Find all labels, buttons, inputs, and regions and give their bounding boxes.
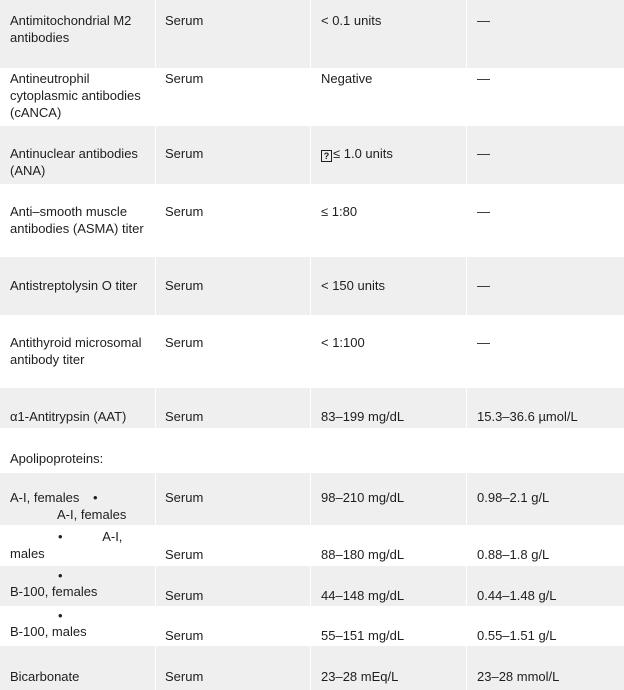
bullet: • xyxy=(58,608,63,623)
table-row: Antistreptolysin O titer Serum < 150 uni… xyxy=(0,257,624,315)
table-row: Apolipoproteins: xyxy=(0,428,624,473)
si-value: — xyxy=(477,71,490,86)
test-name: Antinuclear antibodies (ANA) xyxy=(10,146,138,178)
conventional-value: < 1:100 xyxy=(321,335,365,350)
specimen: Serum xyxy=(165,146,204,161)
specimen: Serum xyxy=(165,204,204,219)
specimen: Serum xyxy=(165,490,204,505)
test-name: A-I, females • A-I, females xyxy=(10,490,127,522)
test-name: Anti–smooth muscle antibodies (ASMA) tit… xyxy=(10,204,144,236)
table-row: α1-Antitrypsin (AAT) Serum 83–199 mg/dL … xyxy=(0,388,624,428)
conventional-value: < 0.1 units xyxy=(321,13,382,28)
specimen: Serum xyxy=(165,278,204,293)
test-name: Antistreptolysin O titer xyxy=(10,278,138,293)
table-row: Antineutrophil cytoplasmic antibodies (c… xyxy=(0,68,624,126)
conventional-value: 55–151 mg/dL xyxy=(321,628,405,643)
si-value: 23–28 mmol/L xyxy=(477,669,560,684)
test-name: Antimitochondrial M2 antibodies xyxy=(10,13,132,45)
conventional-value: 88–180 mg/dL xyxy=(321,547,405,562)
column-divider xyxy=(466,0,467,690)
specimen: Serum xyxy=(165,588,204,603)
si-value: 0.55–1.51 g/L xyxy=(477,628,557,643)
conventional-value: 23–28 mEq/L xyxy=(321,669,399,684)
bullet: • xyxy=(92,490,98,505)
test-name: • A-I, males xyxy=(10,529,123,561)
table-row: Antinuclear antibodies (ANA) Serum ? ≤ 1.… xyxy=(0,126,624,184)
table-row: • B-100, males Serum 55–151 mg/dL 0.55–1… xyxy=(0,606,624,646)
test-name: • B-100, males xyxy=(10,609,150,640)
si-value: — xyxy=(477,335,490,350)
bullet: • xyxy=(58,529,63,544)
specimen: Serum xyxy=(165,547,204,562)
conventional-value: 83–199 mg/dL xyxy=(321,409,405,424)
table-row: Antimitochondrial M2 antibodies Serum < … xyxy=(0,0,624,68)
specimen: Serum xyxy=(165,409,204,424)
column-divider xyxy=(155,0,156,690)
si-value: — xyxy=(477,146,490,161)
table-row: • B-100, females Serum 44–148 mg/dL 0.44… xyxy=(0,566,624,606)
test-name: Antithyroid microsomal antibody titer xyxy=(10,335,142,367)
table-row: A-I, females • A-I, females Serum 98–210… xyxy=(0,473,624,525)
section-heading: Apolipoproteins: xyxy=(10,451,104,466)
si-value: 0.88–1.8 g/L xyxy=(477,547,550,562)
conventional-value: Negative xyxy=(321,71,373,86)
test-name: Antineutrophil cytoplasmic antibodies (c… xyxy=(10,71,141,120)
test-name: Bicarbonate xyxy=(10,669,80,684)
conventional-value: 44–148 mg/dL xyxy=(321,588,405,603)
si-value: — xyxy=(477,204,490,219)
si-value: — xyxy=(477,13,490,28)
table-row: Antithyroid microsomal antibody titer Se… xyxy=(0,315,624,388)
conventional-value: ≤ 1:80 xyxy=(321,204,358,219)
conventional-value: 98–210 mg/dL xyxy=(321,490,405,505)
bullet: • xyxy=(58,568,63,583)
column-divider xyxy=(310,0,311,690)
table-row: Anti–smooth muscle antibodies (ASMA) tit… xyxy=(0,184,624,257)
specimen: Serum xyxy=(165,669,204,684)
test-name: α1-Antitrypsin (AAT) xyxy=(10,409,127,424)
table-row: Bicarbonate Serum 23–28 mEq/L 23–28 mmol… xyxy=(0,646,624,690)
test-name: • B-100, females xyxy=(10,569,150,600)
si-value: — xyxy=(477,278,490,293)
unknown-glyph-icon: ? xyxy=(321,150,332,162)
specimen: Serum xyxy=(165,335,204,350)
specimen: Serum xyxy=(165,628,204,643)
specimen: Serum xyxy=(165,13,204,28)
specimen: Serum xyxy=(165,71,204,86)
conventional-value: ? ≤ 1.0 units xyxy=(321,145,461,162)
si-value: 0.44–1.48 g/L xyxy=(477,588,557,603)
si-value: 0.98–2.1 g/L xyxy=(477,490,550,505)
conventional-value: < 150 units xyxy=(321,278,385,293)
si-value: 15.3–36.6 µmol/L xyxy=(477,409,578,424)
table-row: • A-I, males Serum 88–180 mg/dL 0.88–1.8… xyxy=(0,525,624,566)
